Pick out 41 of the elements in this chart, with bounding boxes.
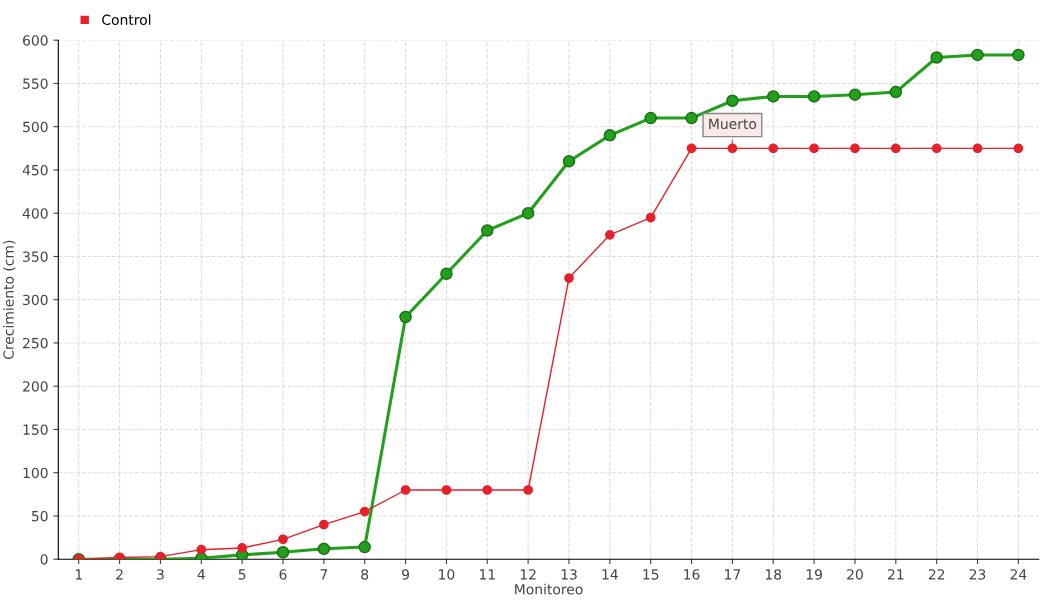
x-axis-title: Monitoreo — [515, 583, 583, 595]
legend-label: Control — [102, 14, 151, 26]
x-tick-label: 24 — [1010, 569, 1027, 580]
x-tick-label: 8 — [361, 569, 369, 580]
x-tick-label: 5 — [238, 569, 246, 580]
x-tick-label: 21 — [887, 569, 904, 580]
y-tick-label: 500 — [23, 121, 48, 133]
y-tick-label: 400 — [22, 208, 48, 219]
x-tick-label: 22 — [928, 569, 945, 580]
x-tick-label: 18 — [765, 569, 782, 580]
x-tick-label: 4 — [197, 569, 205, 580]
x-tick-label: 14 — [602, 569, 618, 580]
y-tick-label: 0 — [40, 554, 48, 565]
y-tick-label: 50 — [31, 510, 48, 522]
x-tick-label: 12 — [520, 569, 536, 580]
y-tick-label: 550 — [23, 78, 48, 89]
y-axis-title: Crecimiento (cm) — [3, 240, 16, 360]
y-tick-label: 250 — [23, 337, 48, 349]
y-tick-label: 200 — [23, 381, 48, 392]
x-tick-label: 1 — [75, 569, 82, 580]
x-tick-label: 6 — [279, 569, 287, 580]
y-tick-label: 450 — [22, 164, 48, 176]
x-tick-label: 15 — [643, 569, 659, 580]
x-tick-label: 2 — [116, 569, 123, 580]
y-tick-label: 300 — [23, 294, 48, 306]
annotation: Muerto — [709, 118, 757, 130]
x-tick-label: 16 — [684, 569, 700, 580]
x-tick-label: 19 — [806, 569, 822, 580]
x-tick-label: 3 — [157, 569, 164, 580]
y-tick-label: 150 — [23, 424, 48, 435]
x-tick-label: 7 — [320, 569, 328, 580]
x-tick-label: 11 — [479, 569, 495, 580]
y-tick-label: 350 — [23, 251, 48, 262]
x-tick-label: 20 — [847, 569, 863, 580]
y-tick-label: 100 — [23, 467, 48, 479]
x-tick-label: 9 — [402, 569, 409, 580]
x-tick-label: 10 — [439, 569, 455, 580]
x-tick-label: 23 — [969, 569, 986, 580]
x-tick-label: 17 — [725, 569, 741, 580]
x-tick-label: 13 — [561, 569, 577, 580]
y-tick-label: 600 — [23, 35, 48, 46]
